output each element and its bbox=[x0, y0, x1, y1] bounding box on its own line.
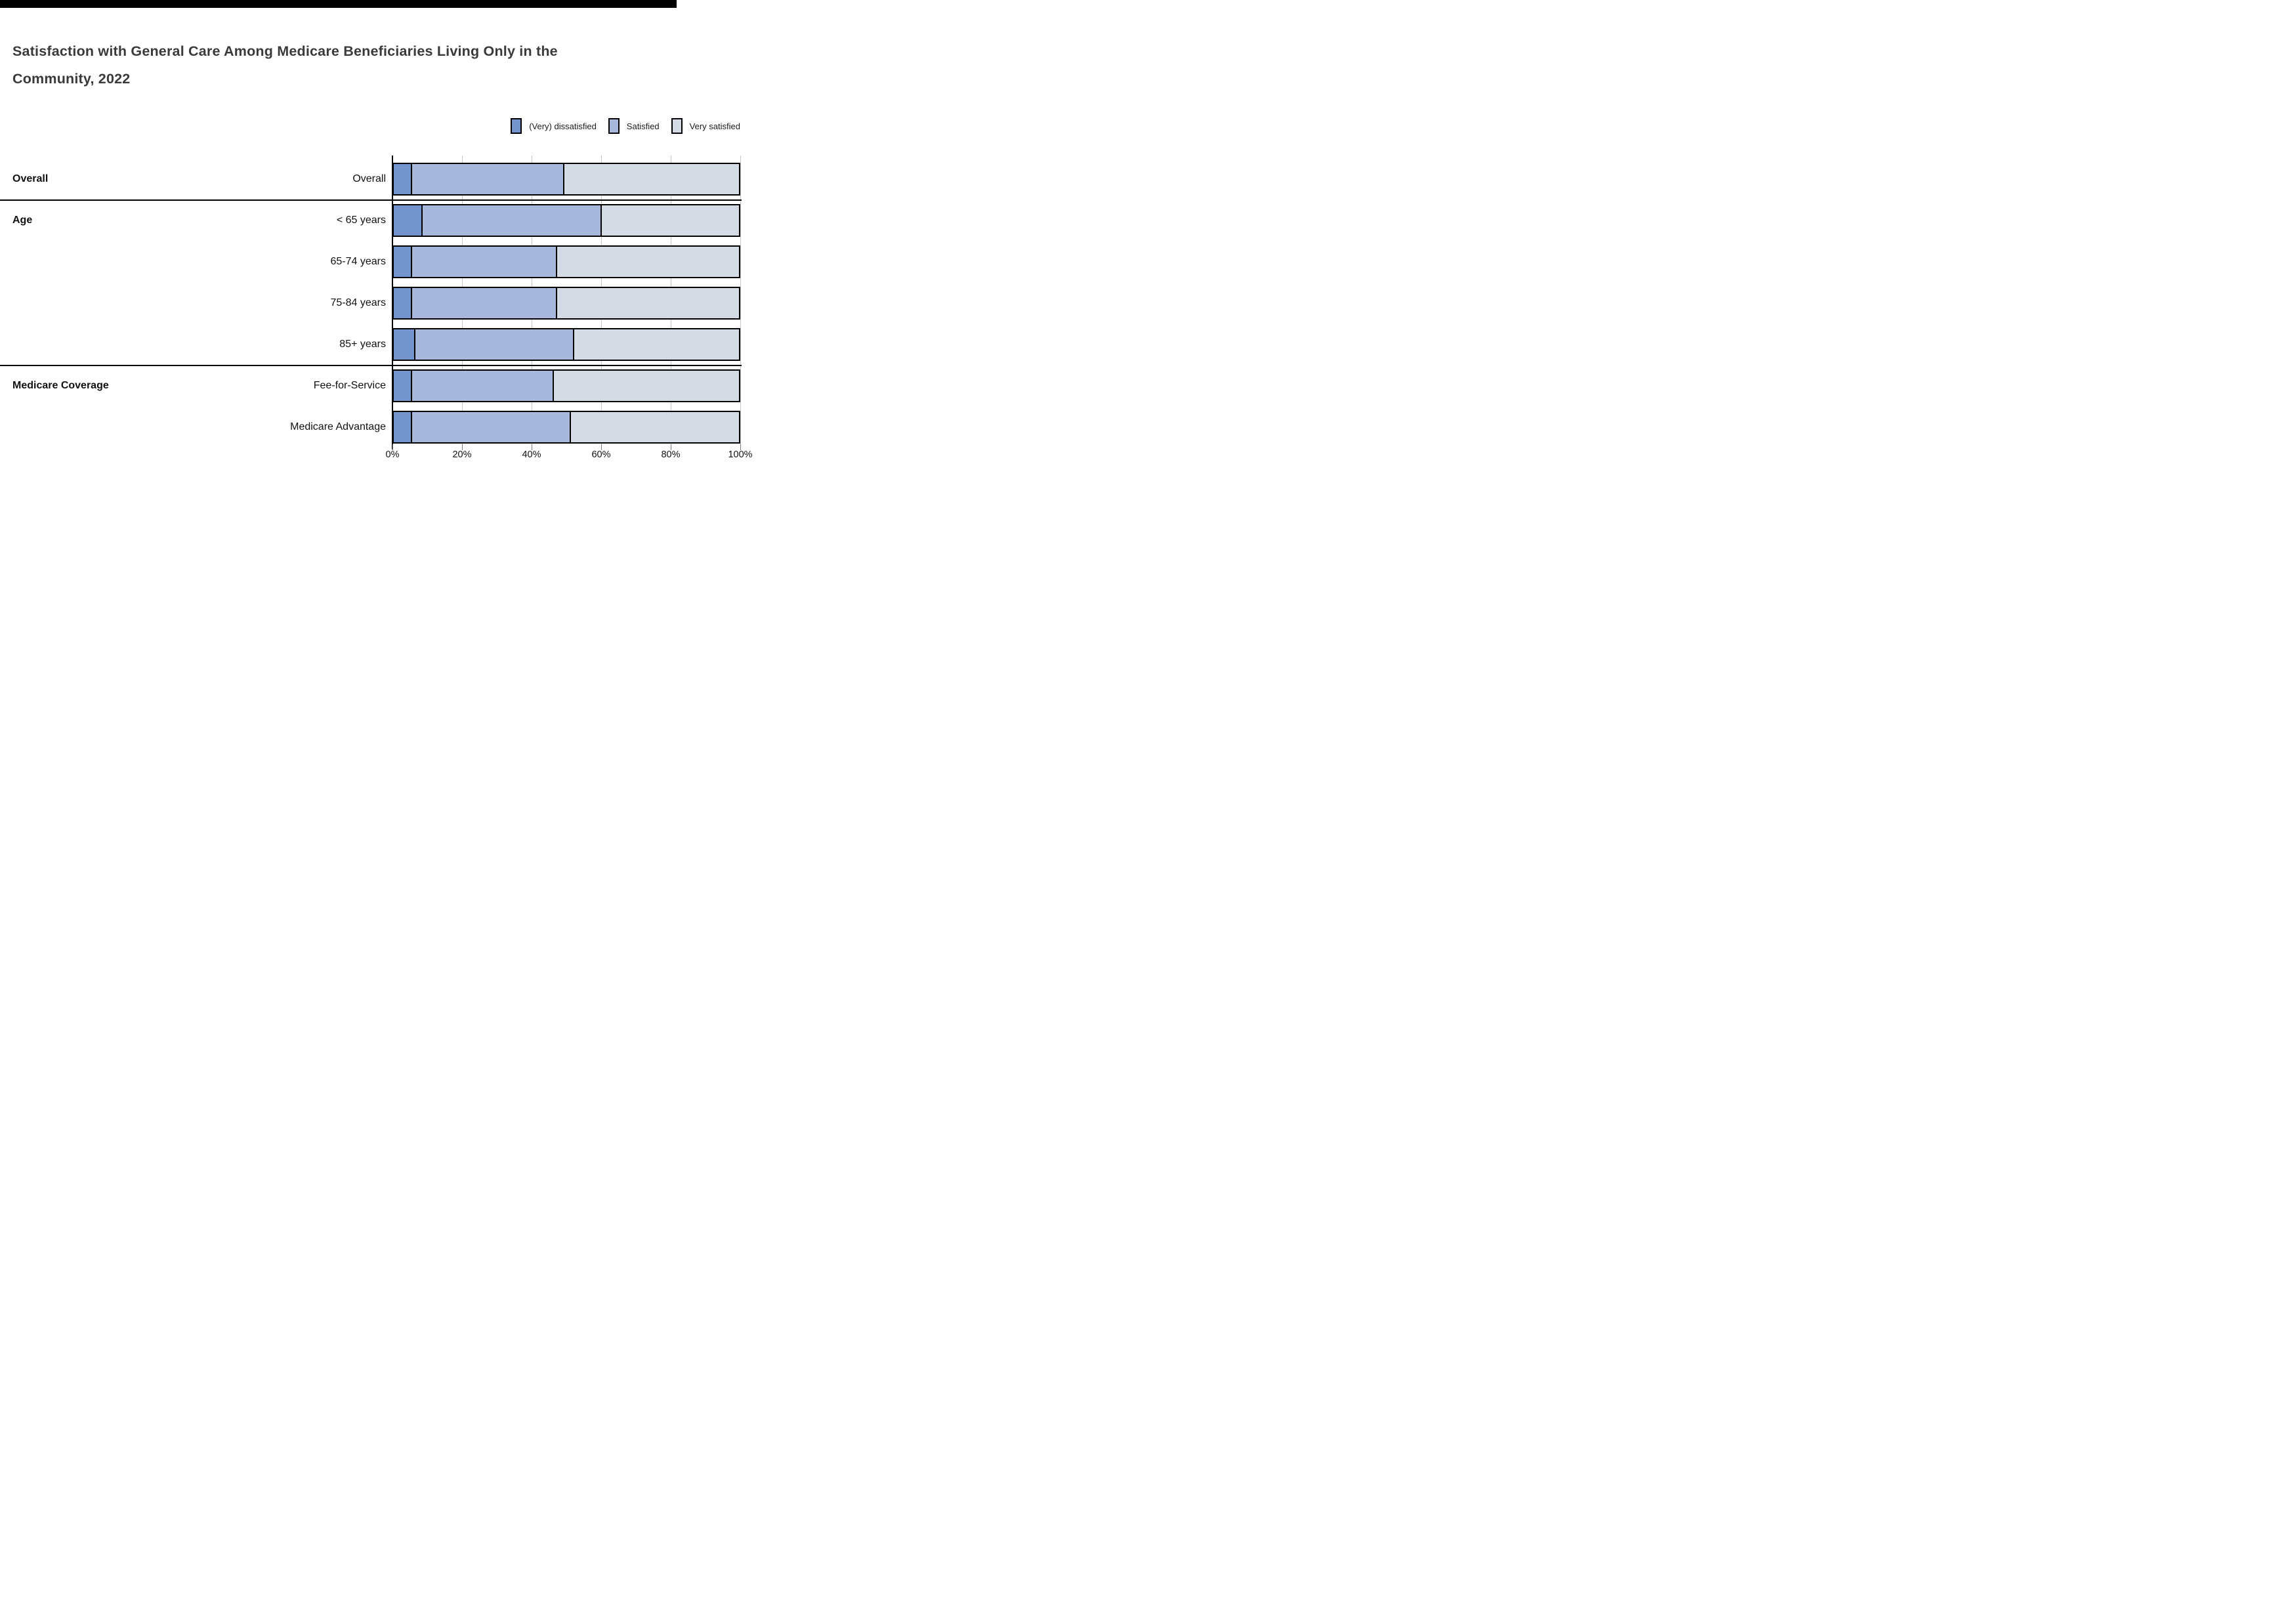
bar-segment-very_satisfied bbox=[602, 205, 739, 236]
x-tick-label-80: 80% bbox=[661, 449, 681, 460]
x-tick-label-100: 100% bbox=[728, 449, 753, 460]
bar-segment-satisfied bbox=[411, 164, 564, 194]
gridline-100 bbox=[740, 156, 741, 445]
bar-segment-dissatisfied bbox=[394, 371, 411, 401]
bar-row bbox=[392, 163, 740, 196]
bar-row bbox=[392, 328, 740, 361]
top-black-bar bbox=[0, 0, 677, 8]
legend: (Very) dissatisfied Satisfied Very satisfi… bbox=[511, 118, 740, 134]
bar-segment-satisfied bbox=[411, 288, 558, 318]
bar-segment-very_satisfied bbox=[564, 164, 739, 194]
legend-swatch-dissatisfied bbox=[511, 118, 522, 134]
x-tick-100 bbox=[740, 444, 741, 450]
x-tick-label-40: 40% bbox=[522, 449, 541, 460]
bar-segment-satisfied bbox=[414, 329, 575, 360]
x-tick-60 bbox=[601, 444, 602, 450]
bar-segment-very_satisfied bbox=[557, 288, 739, 318]
chart-title-line2: Community, 2022 bbox=[12, 71, 131, 87]
section-label-2: Medicare Coverage bbox=[12, 380, 109, 391]
x-tick-20 bbox=[462, 444, 463, 450]
row-label: 75-84 years bbox=[330, 297, 387, 308]
x-tick-label-0: 0% bbox=[385, 449, 400, 460]
row-label: < 65 years bbox=[336, 215, 386, 226]
section-separator-1 bbox=[0, 199, 742, 201]
bar-segment-dissatisfied bbox=[394, 288, 411, 318]
legend-label: (Very) dissatisfied bbox=[529, 121, 597, 131]
bar-segment-dissatisfied bbox=[394, 412, 411, 442]
bar-segment-very_satisfied bbox=[554, 371, 739, 401]
chart-canvas: Satisfaction with General Care Among Med… bbox=[0, 0, 758, 541]
section-label-0: Overall bbox=[12, 173, 49, 184]
section-separator-2 bbox=[0, 365, 742, 366]
legend-item-satisfied: Satisfied bbox=[608, 118, 660, 134]
bar-row bbox=[392, 287, 740, 320]
bar-segment-satisfied bbox=[411, 371, 555, 401]
bar-segment-satisfied bbox=[411, 412, 572, 442]
bar-segment-very_satisfied bbox=[574, 329, 739, 360]
x-tick-label-60: 60% bbox=[591, 449, 611, 460]
bar-segment-dissatisfied bbox=[394, 247, 411, 277]
chart-title-line1: Satisfaction with General Care Among Med… bbox=[12, 43, 558, 59]
legend-item-very_satisfied: Very satisfied bbox=[671, 118, 740, 134]
bar-row bbox=[392, 369, 740, 402]
row-label: Overall bbox=[352, 173, 386, 184]
row-label: 65-74 years bbox=[330, 256, 387, 267]
bar-segment-satisfied bbox=[421, 205, 602, 236]
bar-row bbox=[392, 411, 740, 444]
bar-segment-dissatisfied bbox=[394, 205, 421, 236]
legend-swatch-satisfied bbox=[608, 118, 620, 134]
x-tick-0 bbox=[392, 444, 393, 450]
legend-label: Satisfied bbox=[626, 121, 660, 131]
bar-segment-dissatisfied bbox=[394, 164, 411, 194]
bar-row bbox=[392, 204, 740, 237]
bar-segment-dissatisfied bbox=[394, 329, 415, 360]
row-label: 85+ years bbox=[339, 339, 386, 350]
row-label: Medicare Advantage bbox=[290, 421, 386, 432]
chart-title: Satisfaction with General Care Among Med… bbox=[12, 37, 741, 93]
bar-row bbox=[392, 245, 740, 278]
bar-segment-satisfied bbox=[411, 247, 558, 277]
legend-swatch-very_satisfied bbox=[671, 118, 683, 134]
legend-item-dissatisfied: (Very) dissatisfied bbox=[511, 118, 597, 134]
x-tick-label-20: 20% bbox=[452, 449, 472, 460]
section-label-1: Age bbox=[12, 215, 33, 226]
row-label: Fee-for-Service bbox=[313, 380, 386, 391]
bar-segment-very_satisfied bbox=[557, 247, 739, 277]
bar-segment-very_satisfied bbox=[571, 412, 739, 442]
legend-label: Very satisfied bbox=[689, 121, 740, 131]
